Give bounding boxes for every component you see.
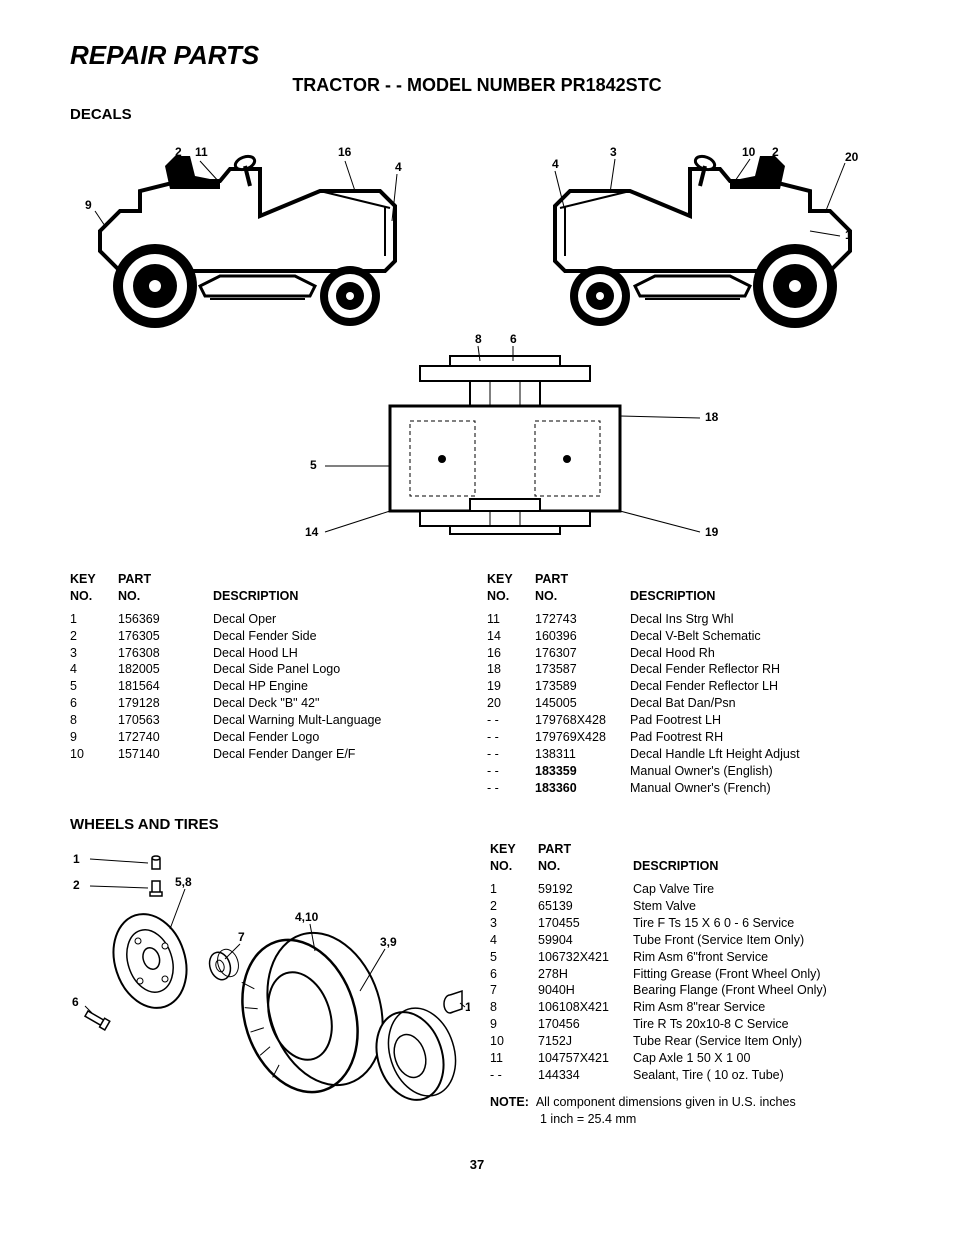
table-row: 8170563Decal Warning Mult-Language bbox=[70, 712, 467, 729]
decals-tables: KEYNO. PARTNO. DESCRIPTION 1156369Decal … bbox=[70, 571, 884, 796]
table-row: 3176308Decal Hood LH bbox=[70, 645, 467, 662]
table-row: 11104757X421Cap Axle 1 50 X 1 00 bbox=[490, 1050, 884, 1067]
svg-text:11: 11 bbox=[195, 145, 208, 159]
table-row: 107152JTube Rear (Service Item Only) bbox=[490, 1033, 884, 1050]
table-row: - -179768X428Pad Footrest LH bbox=[487, 712, 884, 729]
svg-text:4: 4 bbox=[395, 160, 402, 174]
page-number: 37 bbox=[70, 1157, 884, 1172]
table-row: 159192Cap Valve Tire bbox=[490, 881, 884, 898]
right-tractor-icon: 4 3 10 2 20 1 bbox=[552, 145, 859, 328]
svg-text:3: 3 bbox=[610, 145, 617, 159]
table-row: 79040HBearing Flange (Front Wheel Only) bbox=[490, 982, 884, 999]
svg-text:10: 10 bbox=[742, 145, 756, 159]
svg-text:2: 2 bbox=[175, 145, 182, 159]
svg-text:5,8: 5,8 bbox=[175, 875, 192, 889]
table-row: 265139Stem Valve bbox=[490, 898, 884, 915]
table-row: 19173589Decal Fender Reflector LH bbox=[487, 678, 884, 695]
table-row: - -138311Decal Handle Lft Height Adjust bbox=[487, 746, 884, 763]
page-subtitle: TRACTOR - - MODEL NUMBER PR1842STC bbox=[70, 75, 884, 96]
table-row: 14160396Decal V-Belt Schematic bbox=[487, 628, 884, 645]
table-row: - -183360Manual Owner's (French) bbox=[487, 780, 884, 797]
table-row: 16176307Decal Hood Rh bbox=[487, 645, 884, 662]
svg-text:2: 2 bbox=[772, 145, 779, 159]
wheels-diagram: 1 2 5,8 4,10 7 3,9 6 11 bbox=[70, 841, 470, 1111]
table-row: 9172740Decal Fender Logo bbox=[70, 729, 467, 746]
table-row: 11172743Decal Ins Strg Whl bbox=[487, 611, 884, 628]
table-row: 8106108X421Rim Asm 8"rear Service bbox=[490, 999, 884, 1016]
svg-text:14: 14 bbox=[305, 525, 319, 539]
decals-table-left: KEYNO. PARTNO. DESCRIPTION 1156369Decal … bbox=[70, 571, 467, 796]
svg-text:4,10: 4,10 bbox=[295, 910, 319, 924]
table-row: 20145005Decal Bat Dan/Psn bbox=[487, 695, 884, 712]
svg-text:1: 1 bbox=[845, 228, 852, 242]
svg-text:6: 6 bbox=[510, 332, 517, 346]
table-row: 6278HFitting Grease (Front Wheel Only) bbox=[490, 966, 884, 983]
wheels-table: KEYNO. PARTNO. DESCRIPTION 159192Cap Val… bbox=[490, 841, 884, 1127]
deck-top-icon: 8 6 5 14 18 19 bbox=[305, 332, 719, 539]
table-row: - -179769X428Pad Footrest RH bbox=[487, 729, 884, 746]
table-row: 6179128Decal Deck "B" 42" bbox=[70, 695, 467, 712]
svg-text:3,9: 3,9 bbox=[380, 935, 397, 949]
decals-table-right: KEYNO. PARTNO. DESCRIPTION 11172743Decal… bbox=[487, 571, 884, 796]
table-row: - -183359Manual Owner's (English) bbox=[487, 763, 884, 780]
svg-text:7: 7 bbox=[238, 930, 245, 944]
svg-text:8: 8 bbox=[475, 332, 482, 346]
svg-text:9: 9 bbox=[85, 198, 92, 212]
table-row: 1156369Decal Oper bbox=[70, 611, 467, 628]
table-row: 18173587Decal Fender Reflector RH bbox=[487, 661, 884, 678]
svg-text:6: 6 bbox=[72, 995, 79, 1009]
wheels-header: WHEELS AND TIRES bbox=[70, 816, 884, 833]
decals-header: DECALS bbox=[70, 106, 884, 123]
svg-text:1: 1 bbox=[73, 852, 80, 866]
svg-text:19: 19 bbox=[705, 525, 719, 539]
decals-diagram: 2 11 16 4 9 bbox=[70, 131, 884, 551]
table-row: 4182005Decal Side Panel Logo bbox=[70, 661, 467, 678]
left-tractor-icon: 2 11 16 4 9 bbox=[85, 145, 402, 328]
svg-text:4: 4 bbox=[552, 157, 559, 171]
table-row: 2176305Decal Fender Side bbox=[70, 628, 467, 645]
svg-text:11: 11 bbox=[465, 1000, 470, 1014]
page-title: REPAIR PARTS bbox=[70, 40, 884, 71]
svg-text:2: 2 bbox=[73, 878, 80, 892]
svg-text:5: 5 bbox=[310, 458, 317, 472]
table-row: 3170455Tire F Ts 15 X 6 0 - 6 Service bbox=[490, 915, 884, 932]
table-row: 5106732X421Rim Asm 6"front Service bbox=[490, 949, 884, 966]
table-row: 5181564Decal HP Engine bbox=[70, 678, 467, 695]
table-row: 459904Tube Front (Service Item Only) bbox=[490, 932, 884, 949]
table-row: - -144334Sealant, Tire ( 10 oz. Tube) bbox=[490, 1067, 884, 1084]
svg-text:18: 18 bbox=[705, 410, 719, 424]
table-row: 9170456Tire R Ts 20x10-8 C Service bbox=[490, 1016, 884, 1033]
table-row: 10157140Decal Fender Danger E/F bbox=[70, 746, 467, 763]
svg-text:16: 16 bbox=[338, 145, 352, 159]
svg-text:20: 20 bbox=[845, 150, 859, 164]
note-text: NOTE: All component dimensions given in … bbox=[490, 1094, 884, 1128]
